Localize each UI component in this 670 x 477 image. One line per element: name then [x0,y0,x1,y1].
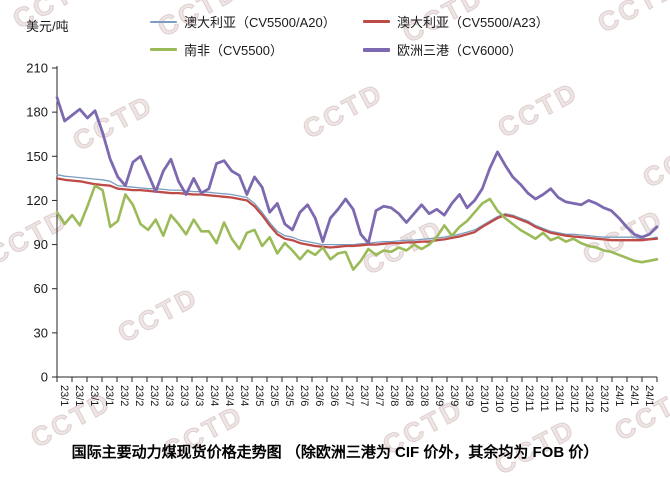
x-tick-label: 23/1 [88,385,100,406]
x-tick-label: 23/10 [493,385,505,413]
x-tick-label: 24/1 [643,385,655,406]
x-tick-label: 23/3 [178,385,190,406]
y-tick-label: 30 [34,325,48,340]
legend-line-marker-red [363,20,390,23]
x-tick-label: 23/2 [133,385,145,406]
x-tick-label: 23/11 [538,385,550,412]
x-tick-label: 23/11 [523,385,535,412]
x-tick-label: 23/9 [463,385,475,406]
chart-title: 国际主要动力煤现货价格走势图 （除欧洲三港为 CIF 价外，其余均为 FOB 价… [71,444,599,461]
series-line-0 [56,174,658,246]
x-tick-label: 23/12 [598,385,610,413]
series-line-3 [55,96,659,245]
x-tick-label: 23/1 [73,385,85,406]
x-tick-label: 23/1 [103,385,115,406]
x-tick-label: 23/6 [328,385,340,406]
x-tick-label: 24/1 [628,385,640,406]
x-tick-label: 23/3 [163,385,175,406]
legend-line-marker-blue [150,20,177,23]
x-tick-label: 23/3 [193,385,205,406]
legend-item-south-africa: 南非（CV5500） [150,40,363,59]
x-tick-label: 23/9 [433,385,445,406]
x-tick-label: 23/7 [358,385,370,406]
y-tick-label: 180 [26,105,48,120]
x-tick-label: 23/12 [568,385,580,413]
x-tick-label: 23/5 [268,385,280,406]
x-tick-label: 23/4 [223,385,235,406]
x-tick-label: 23/8 [403,385,415,406]
x-tick-label: 23/5 [283,385,295,406]
legend-label: 澳大利亚（CV5500/A20） [184,15,336,30]
x-tick-label: 23/9 [448,385,460,406]
x-tick-label: 23/10 [478,385,490,413]
x-tick-label: 23/7 [343,385,355,406]
x-tick-label: 24/1 [613,385,625,406]
x-tick-label: 23/2 [148,385,160,406]
y-tick-label: 90 [34,237,48,252]
x-tick-label: 23/6 [298,385,310,406]
legend-label: 南非（CV5500） [184,43,283,58]
x-tick-label: 23/1 [58,385,70,406]
chart-legend: 澳大利亚（CV5500/A20） 澳大利亚（CV5500/A23） 南非（CV5… [150,12,549,59]
legend-item-europe-three-ports: 欧洲三港（CV6000） [363,40,549,59]
y-tick-label: 120 [26,193,48,208]
x-tick-label: 23/5 [253,385,265,406]
y-tick-label: 0 [41,370,48,385]
x-tick-label: 23/10 [508,385,520,413]
y-tick-label: 150 [26,149,48,164]
y-axis-unit-label: 美元/吨 [26,19,69,34]
legend-label: 欧洲三港（CV6000） [397,43,522,58]
x-tick-label: 23/11 [553,385,565,412]
x-tick-label: 23/8 [418,385,430,406]
x-tick-label: 23/4 [208,385,220,406]
x-tick-label: 23/4 [238,385,250,406]
legend-line-marker-green [150,48,177,51]
x-tick-label: 23/7 [373,385,385,406]
x-tick-label: 23/6 [313,385,325,406]
y-tick-label: 210 [26,61,48,76]
y-tick-label: 60 [34,281,48,296]
legend-item-australia-a20: 澳大利亚（CV5500/A20） [150,12,363,31]
legend-line-marker-purple [363,47,390,52]
x-tick-label: 23/8 [388,385,400,406]
x-tick-label: 23/12 [583,385,595,413]
series-line-2 [55,184,659,271]
legend-item-australia-a23: 澳大利亚（CV5500/A23） [363,12,549,31]
x-tick-label: 23/2 [118,385,130,406]
legend-label: 澳大利亚（CV5500/A23） [397,15,549,30]
